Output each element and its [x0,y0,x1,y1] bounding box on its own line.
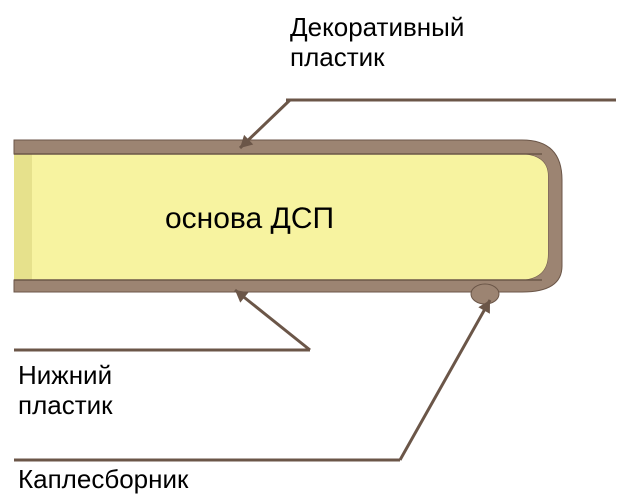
drip-collector [471,284,499,304]
bottom-plastic-label: Нижнийпластик [18,360,113,420]
core-left-shadow [14,154,32,280]
drip-label: Каплесборник [18,464,189,494]
core-label: основа ДСП [165,202,334,235]
